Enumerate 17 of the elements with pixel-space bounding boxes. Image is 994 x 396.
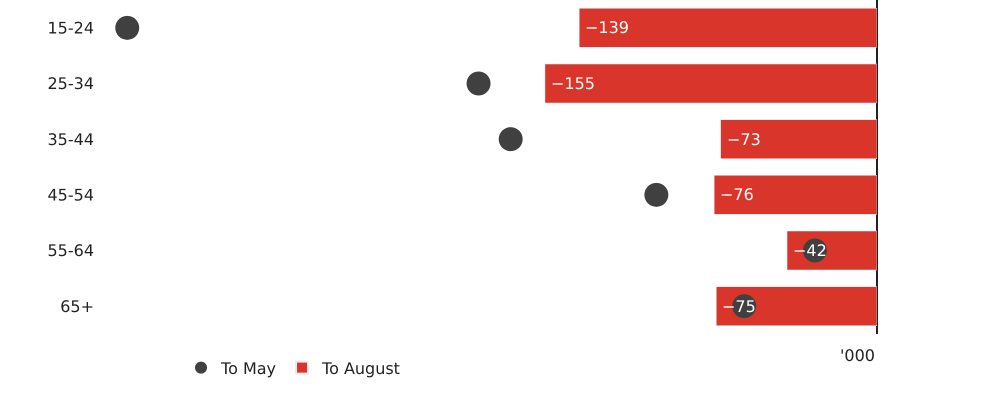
y-tick-label: 65+ [60,296,94,316]
point [115,16,140,40]
legend-label: To May [220,358,276,378]
data-label: −139 [585,18,629,37]
y-tick-label: 55-64 [48,241,94,260]
point [466,72,491,96]
text: '000 [840,346,875,365]
point [644,182,668,207]
point [498,127,523,152]
data-label: −76 [720,185,754,204]
data-label: −73 [727,130,761,149]
y-tick-label: 25-34 [48,74,94,94]
y-tick-label: 15-24 [48,18,94,38]
data-label: −155 [551,74,595,93]
y-tick-label: 45-54 [48,185,94,204]
y-tick-label: 35-44 [48,130,94,149]
legend-label: To August [321,358,400,378]
